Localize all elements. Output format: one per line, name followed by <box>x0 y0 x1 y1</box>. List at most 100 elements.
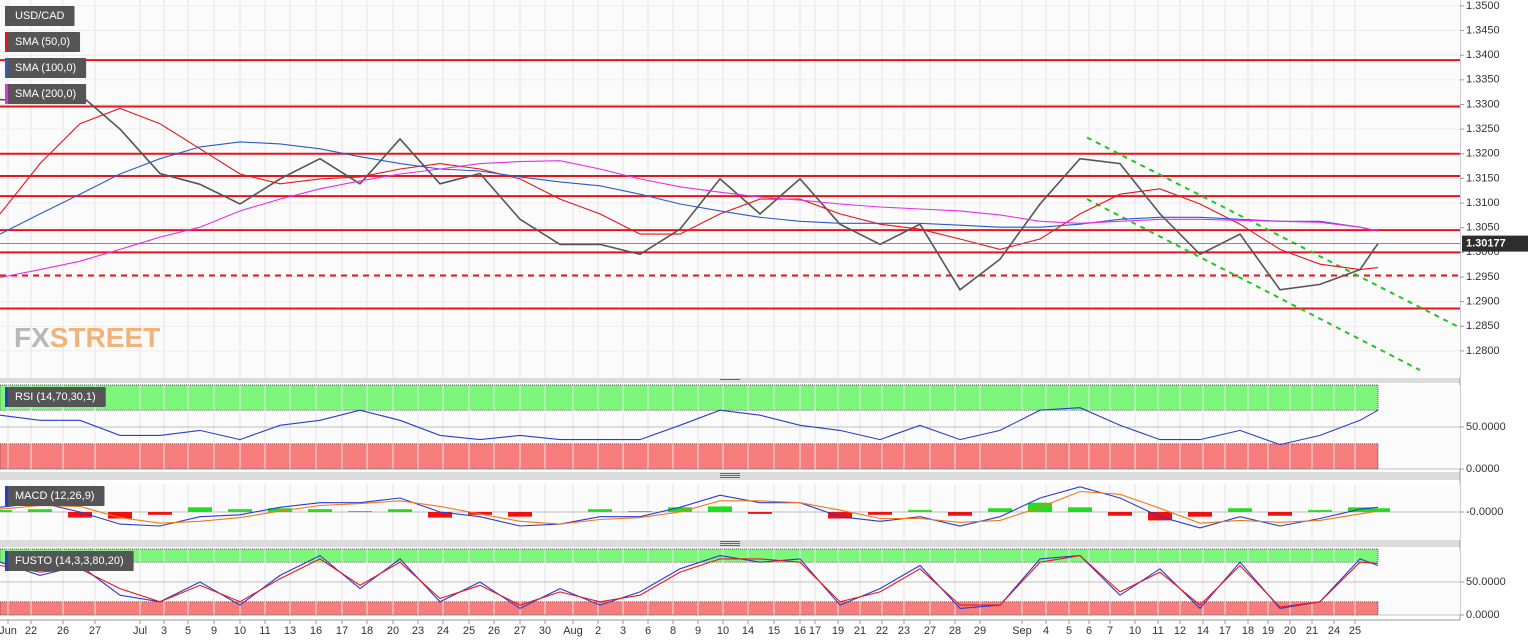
y-tick-label: 0.0000 <box>1466 609 1500 621</box>
series-line <box>0 141 1379 235</box>
last-price-label: 1.30177 <box>1466 238 1506 250</box>
series-line <box>0 486 1379 529</box>
x-tick-label: 22 <box>25 625 37 637</box>
logo-part: FX <box>14 322 50 353</box>
y-tick-label: 1.3100 <box>1466 197 1500 209</box>
x-tick-label: 13 <box>284 625 296 637</box>
y-tick-label: 0.0000 <box>1466 463 1500 475</box>
y-tick-label: -0.0000 <box>1466 506 1503 518</box>
x-tick-label: 17 <box>336 625 348 637</box>
x-tick-label: 7 <box>1107 625 1113 637</box>
panel-divider[interactable] <box>0 378 1460 383</box>
band <box>0 601 1379 616</box>
y-tick-label: 1.3400 <box>1466 49 1500 61</box>
last-price-box <box>1462 235 1528 252</box>
x-tick-label: 20 <box>1284 625 1296 637</box>
legend-label: SMA (200,0) <box>15 88 76 100</box>
x-tick-label: 28 <box>949 625 961 637</box>
y-tick-label: 1.3450 <box>1466 24 1500 36</box>
histogram-bar <box>308 509 332 512</box>
histogram-bar <box>1068 507 1092 512</box>
series-line <box>0 407 1379 446</box>
y-tick-label: 1.3050 <box>1466 222 1500 234</box>
y-tick-label: 1.3300 <box>1466 98 1500 110</box>
histogram-bar <box>228 509 252 512</box>
legend-box <box>5 387 106 407</box>
x-tick-label: 17 <box>809 625 821 637</box>
x-tick-label: 19 <box>1262 625 1274 637</box>
legend-label: USD/CAD <box>15 10 65 22</box>
x-tick-label: 6 <box>645 625 651 637</box>
x-tick-label: 24 <box>437 625 449 637</box>
histogram-bar <box>948 512 972 516</box>
legend-swatch <box>5 6 8 26</box>
legend-box <box>5 6 75 26</box>
histogram-bar <box>428 512 452 518</box>
series-line <box>0 160 1379 279</box>
legend-label: FUSTO (14,3,3,80,20) <box>15 555 124 567</box>
panel: 50.0000 0.0000 RSI (14,70,30,1) <box>0 384 1506 475</box>
histogram-bar <box>908 510 932 512</box>
y-tick-label: 1.2850 <box>1466 320 1500 332</box>
x-tick-label: 9 <box>695 625 701 637</box>
histogram-bar <box>668 507 692 512</box>
panel: -0.0000 MACD (12,26,9) <box>0 484 1503 540</box>
histogram-bar <box>0 510 12 512</box>
histogram-bar <box>108 512 132 519</box>
x-tick-label: 25 <box>1349 625 1361 637</box>
x-tick-label: 5 <box>185 625 191 637</box>
histogram-bar <box>828 512 852 519</box>
histogram-bar <box>748 512 772 514</box>
x-tick-label: 16 <box>794 625 806 637</box>
band <box>0 548 1379 563</box>
x-tick-label: 20 <box>387 625 399 637</box>
logo-part: STREET <box>50 322 160 353</box>
y-tick-label: 1.2800 <box>1466 345 1500 357</box>
x-tick-label: 26 <box>488 625 500 637</box>
histogram-bar <box>28 509 52 512</box>
x-tick-label: 30 <box>539 625 551 637</box>
series-line <box>0 555 1379 608</box>
panel-background <box>0 0 1460 378</box>
legend-box <box>5 58 87 78</box>
x-tick-label: 6 <box>1086 625 1092 637</box>
y-tick-label: 50.0000 <box>1466 576 1506 588</box>
legend-item: USD/CAD <box>5 6 75 26</box>
logo: FXSTREET <box>14 322 160 353</box>
x-tick-label: 11 <box>1152 625 1163 637</box>
legend-item: SMA (100,0) <box>5 58 87 78</box>
trend-line <box>1086 198 1421 372</box>
x-tick-label: 25 <box>463 625 475 637</box>
x-tick-label: 10 <box>234 625 246 637</box>
legend-item: RSI (14,70,30,1) <box>5 387 106 407</box>
histogram-bar <box>988 508 1012 512</box>
x-tick-label: 8 <box>670 625 676 637</box>
x-tick-label: 3 <box>620 625 626 637</box>
panel: 1.3500 1.3450 1.3400 1.3350 1.3300 1.3250 1.32… <box>0 0 1528 378</box>
x-tick-label: 21 <box>1306 625 1318 637</box>
x-tick-label: 26 <box>57 625 69 637</box>
x-tick-label: 21 <box>854 625 866 637</box>
x-tick-label: 14 <box>742 625 754 637</box>
x-tick-label: 10 <box>717 625 729 637</box>
histogram-bar <box>1188 512 1212 517</box>
x-tick-label: 11 <box>259 625 270 637</box>
histogram-bar <box>708 506 732 512</box>
series-line <box>0 490 1379 525</box>
histogram-bar <box>1108 512 1132 516</box>
y-tick-label: 1.3200 <box>1466 148 1500 160</box>
legend-swatch <box>5 32 8 52</box>
histogram-bar <box>868 512 892 515</box>
x-tick-label: 23 <box>898 625 910 637</box>
x-tick-label: 27 <box>514 625 526 637</box>
x-tick-label: Sep <box>1012 625 1032 637</box>
x-tick-label: 23 <box>412 625 424 637</box>
legend-box <box>5 551 134 571</box>
x-tick-label: 14 <box>1197 625 1209 637</box>
x-tick-label: 29 <box>974 625 986 637</box>
x-tick-label: 16 <box>310 625 322 637</box>
histogram-bar <box>268 508 292 512</box>
